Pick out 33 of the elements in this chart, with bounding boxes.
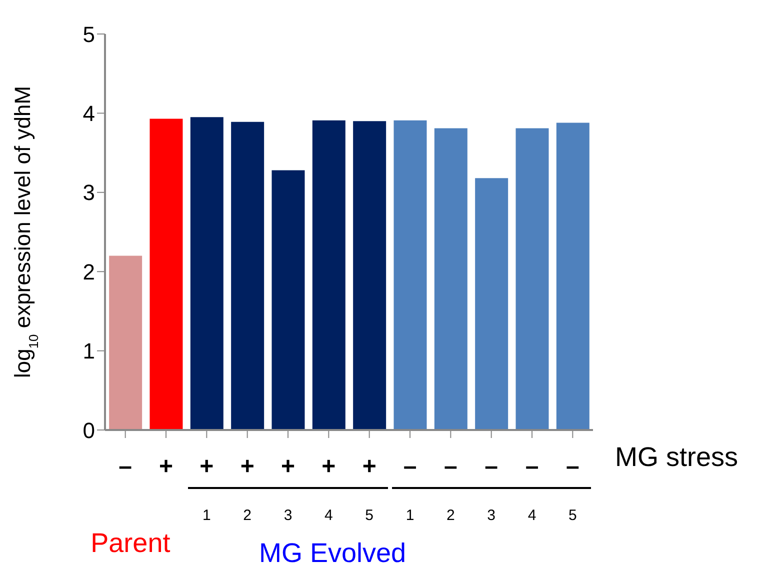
x-tick-label: + 2: [240, 453, 254, 524]
x-tick-label: + 3: [280, 453, 296, 524]
x-tick-label: – 5: [566, 453, 580, 524]
x-tick-label: + 1: [200, 453, 214, 524]
x-tick-label: – 1: [403, 453, 417, 524]
x-tick-label: – 3: [484, 453, 498, 524]
bar: [394, 120, 427, 430]
bar: [190, 117, 224, 430]
bar: [434, 128, 468, 430]
bar: [556, 122, 590, 430]
bar: [150, 118, 183, 430]
y-tick-label: 5: [82, 22, 95, 47]
y-tick-label: 3: [82, 180, 95, 206]
x-tick-label: – 4: [525, 453, 539, 524]
text: MG Evolved: [259, 538, 406, 569]
y-tick-label: 2: [82, 259, 95, 284]
bar: [353, 121, 386, 430]
bar: [272, 170, 305, 430]
x-tick-label: + 5: [362, 453, 376, 524]
x-tick-label: +: [158, 453, 174, 480]
y-tick-label: 4: [82, 101, 95, 126]
bar: [109, 256, 142, 430]
bar: [312, 120, 346, 430]
bar: [231, 122, 264, 430]
bar: [516, 128, 549, 430]
text: MG stress: [615, 442, 738, 473]
bar: [475, 178, 508, 430]
y-tick-label: 1: [82, 338, 95, 364]
y-tick-label: 0: [82, 418, 95, 443]
x-tick-label: – 2: [444, 453, 458, 524]
x-tick-label: –: [118, 453, 132, 480]
text: Parent: [90, 528, 170, 559]
x-tick-label: + 4: [322, 453, 336, 524]
